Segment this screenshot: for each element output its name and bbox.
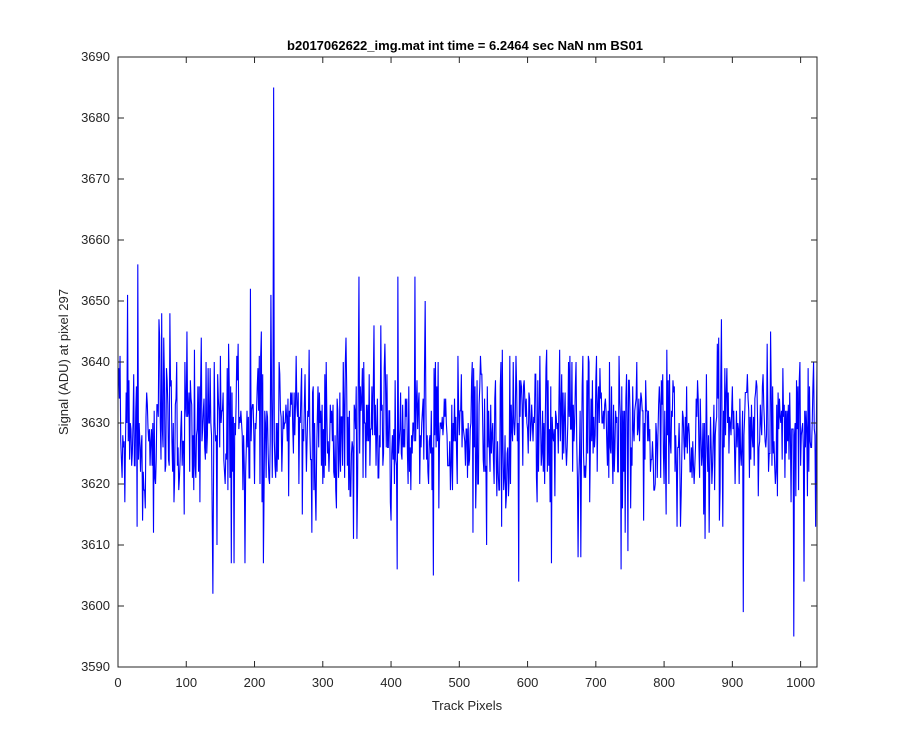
y-tick-label: 3640 xyxy=(81,354,110,369)
y-tick-label: 3610 xyxy=(81,537,110,552)
y-tick-label: 3690 xyxy=(81,49,110,64)
y-tick-label: 3630 xyxy=(81,415,110,430)
x-tick-label: 600 xyxy=(517,675,539,690)
x-tick-label: 800 xyxy=(653,675,675,690)
x-tick-label: 400 xyxy=(380,675,402,690)
plot-area xyxy=(118,57,817,667)
y-tick-label: 3600 xyxy=(81,598,110,613)
x-tick-label: 200 xyxy=(244,675,266,690)
y-tick-label: 3590 xyxy=(81,659,110,674)
plot-title: b2017062622_img.mat int time = 6.2464 se… xyxy=(287,38,643,53)
x-tick-label: 1000 xyxy=(786,675,815,690)
y-axis-ticks: 3590 3600 3610 3620 3630 3640 3650 3660 3670 3680… xyxy=(81,49,817,674)
y-axis-title: Signal (ADU) at pixel 297 xyxy=(56,289,71,435)
signal-series-line xyxy=(118,87,818,637)
x-tick-label: 0 xyxy=(114,675,121,690)
y-tick-label: 3680 xyxy=(81,110,110,125)
y-tick-label: 3660 xyxy=(81,232,110,247)
x-axis-ticks: 0 100 200 300 400 500 600 700 800 900 1000 xyxy=(114,57,815,690)
y-tick-label: 3650 xyxy=(81,293,110,308)
x-tick-label: 100 xyxy=(175,675,197,690)
x-tick-label: 900 xyxy=(722,675,744,690)
y-tick-label: 3620 xyxy=(81,476,110,491)
x-tick-label: 500 xyxy=(448,675,470,690)
x-axis-title: Track Pixels xyxy=(432,698,503,713)
x-tick-label: 700 xyxy=(585,675,607,690)
y-tick-label: 3670 xyxy=(81,171,110,186)
data-line-layer xyxy=(118,87,818,637)
x-tick-label: 300 xyxy=(312,675,334,690)
